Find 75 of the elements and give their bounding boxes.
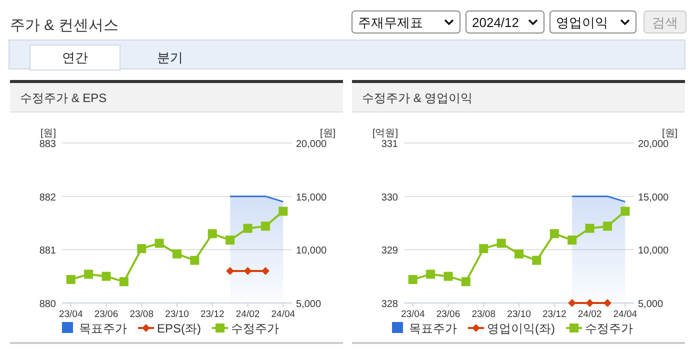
point (408, 275, 418, 284)
y2-tick-label: 5,000 (296, 299, 322, 310)
y2-tick-label: 15,000 (638, 192, 670, 204)
point (66, 275, 76, 284)
point (190, 256, 200, 265)
point (568, 236, 577, 245)
legend-label: 목표주가 (409, 322, 457, 336)
point (444, 272, 453, 281)
y-tick-label: 328 (381, 299, 398, 310)
x-tick-label: 23/08 (472, 309, 496, 320)
x-tick-label: 23/08 (130, 309, 154, 320)
point (620, 206, 630, 216)
point (585, 224, 594, 233)
point (426, 270, 436, 279)
y-axis-title: [원] (40, 128, 56, 139)
point (514, 249, 524, 258)
text: 주재무제표 (358, 15, 423, 30)
y2-tick-label: 10,000 (638, 246, 670, 257)
point (461, 277, 470, 286)
chart-title: 수정주가 & EPS (20, 91, 107, 105)
y2-tick-label: 20,000 (638, 139, 670, 150)
x-tick-label: 23/06 (436, 309, 460, 320)
legend-label: 수정주가 (585, 322, 633, 336)
point (243, 224, 252, 233)
text: 영업이익 (556, 15, 608, 30)
point (278, 206, 288, 216)
point (226, 236, 235, 245)
y-tick-label: 329 (381, 246, 398, 257)
x-tick-label: 24/02 (236, 309, 260, 320)
point (154, 238, 164, 248)
x-tick-label: 23/10 (507, 309, 531, 320)
point (532, 256, 542, 265)
point (119, 277, 128, 286)
text: 분기 (157, 50, 183, 65)
y2-tick-label: 15,000 (296, 192, 328, 204)
y-axis-title: [억원] (372, 128, 398, 139)
x-tick-label: 23/04 (400, 309, 425, 320)
y-tick-label: 883 (39, 139, 56, 150)
legend-label: EPS(좌) (156, 322, 202, 336)
y-tick-label: 331 (381, 139, 398, 150)
point (172, 249, 182, 258)
point (84, 270, 94, 279)
y-tick-label: 882 (39, 192, 56, 204)
x-tick-label: 24/04 (613, 309, 638, 320)
y2-axis-title: [원] (662, 128, 678, 139)
x-tick-label: 23/12 (542, 309, 566, 320)
point (137, 244, 146, 254)
x-tick-label: 24/02 (578, 309, 602, 320)
chart-title: 수정주가 & 영업이익 (362, 91, 473, 105)
legend-label: 영업이익(좌) (487, 322, 555, 336)
x-tick-label: 24/04 (271, 309, 296, 320)
point (102, 272, 111, 281)
text: 2024/12 (472, 15, 519, 30)
y2-tick-label: 5,000 (638, 299, 664, 310)
text: 주가 & 컨센서스 (10, 17, 118, 34)
legend-label: 목표주가 (78, 322, 127, 336)
point (479, 244, 488, 254)
point (208, 229, 217, 238)
x-tick-label: 23/10 (165, 309, 189, 320)
y2-tick-label: 10,000 (296, 246, 328, 257)
text: 연간 (62, 50, 88, 65)
y2-axis-title: [원] (320, 128, 336, 139)
point (602, 222, 612, 231)
y-tick-label: 881 (39, 246, 56, 257)
x-tick-label: 23/12 (200, 309, 224, 320)
point (550, 229, 559, 238)
y2-tick-label: 20,000 (296, 139, 328, 150)
legend-label: 수정주가 (231, 322, 280, 336)
y-tick-label: 880 (39, 299, 56, 310)
x-tick-label: 23/06 (94, 309, 118, 320)
point (260, 222, 270, 231)
text: 검색 (652, 15, 678, 30)
x-tick-label: 23/04 (58, 309, 83, 320)
point (496, 238, 506, 248)
y-tick-label: 330 (381, 192, 398, 204)
